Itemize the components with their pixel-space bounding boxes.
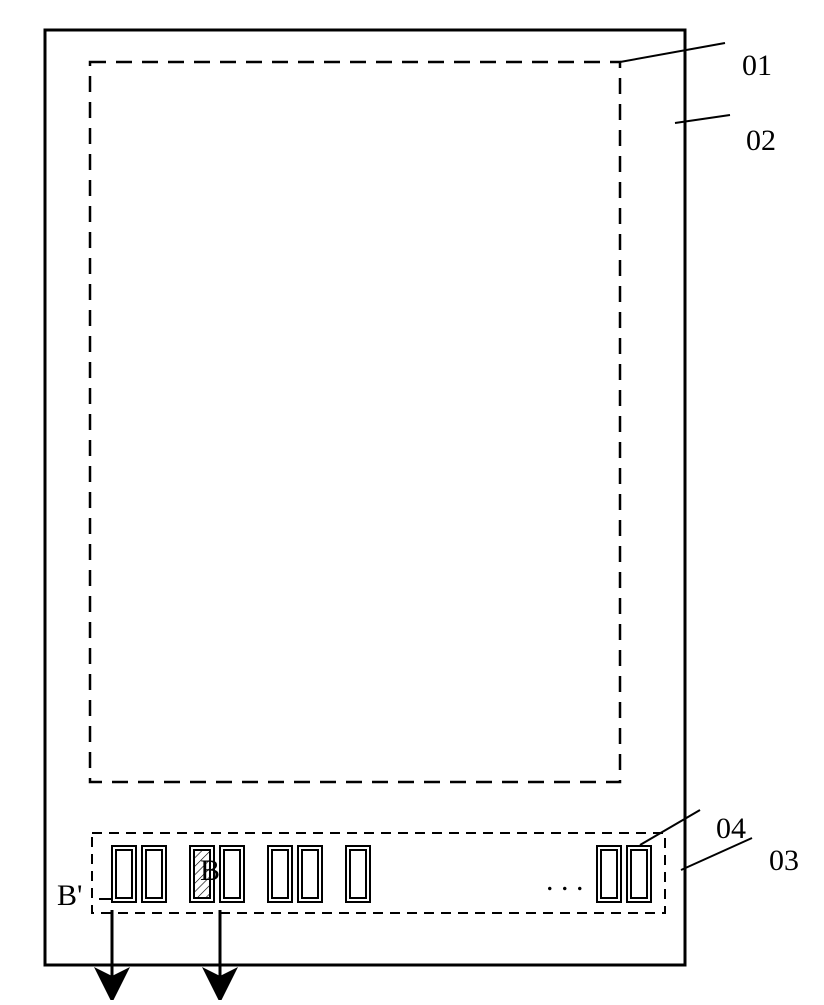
label-B: B [200,854,220,887]
connector-04 [627,846,651,902]
label-B-prime: B' [57,879,82,912]
label-02: 02 [746,124,776,157]
connector-04 [220,846,244,902]
connector-04 [298,846,322,902]
label-04: 04 [716,812,746,845]
outer-panel-02 [45,30,685,965]
ellipsis: . . . [546,864,584,897]
connector-04 [142,846,166,902]
diagram-root: . . . 01 02 04 03 B' B [0,0,824,1000]
connector-04 [346,846,370,902]
display-area-01 [90,62,620,782]
connector-04 [597,846,621,902]
label-01: 01 [742,49,772,82]
connector-04 [268,846,292,902]
label-03: 03 [769,844,799,877]
connector-04 [112,846,136,902]
